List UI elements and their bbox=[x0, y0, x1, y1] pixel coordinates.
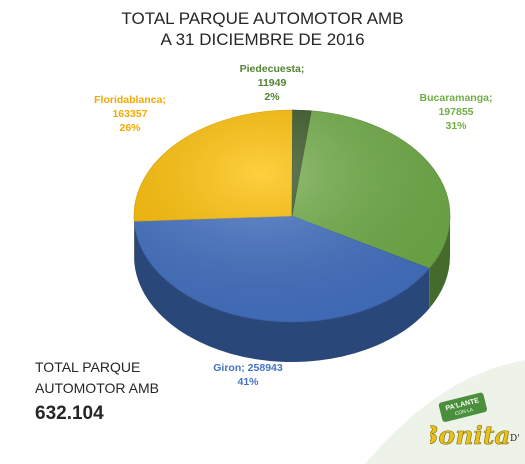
chart-title: TOTAL PARQUE AUTOMOTOR AMB bbox=[121, 9, 404, 28]
brand-logo: PA'LANTE CON LA Bonita D' bbox=[430, 392, 520, 450]
total-summary: TOTAL PARQUE AUTOMOTOR AMB 632.104 bbox=[35, 357, 159, 425]
logo-badge-bottom: CON LA bbox=[454, 407, 474, 417]
logo-tiny-text: D' bbox=[510, 434, 520, 444]
total-label-line1: TOTAL PARQUE bbox=[35, 359, 141, 375]
data-label-floridablanca: Floridablanca; 163357 26% bbox=[94, 94, 166, 134]
logo-badge bbox=[438, 392, 488, 422]
data-label-bucaramanga: Bucaramanga; 197855 31% bbox=[420, 92, 493, 132]
pie-slice-floridablanca bbox=[133, 109, 293, 222]
total-label-line2: AUTOMOTOR AMB bbox=[35, 380, 159, 396]
pie-labels: Bucaramanga; 197855 31% Giron; 258943 41% Flo… bbox=[94, 63, 492, 388]
data-label-piedecuesta: Piedecuesta; 11949 2% bbox=[240, 63, 305, 103]
logo-script-word: Bonita bbox=[430, 421, 511, 450]
pie-side-giron bbox=[134, 221, 430, 363]
total-value: 632.104 bbox=[35, 403, 104, 424]
pie-tops bbox=[133, 109, 451, 323]
chart-subtitle: A 31 DICIEMBRE DE 2016 bbox=[160, 30, 365, 49]
data-label-giron: Giron; 258943 41% bbox=[213, 362, 283, 388]
chart-title-block: TOTAL PARQUE AUTOMOTOR AMB A 31 DICIEMBR… bbox=[0, 8, 525, 50]
